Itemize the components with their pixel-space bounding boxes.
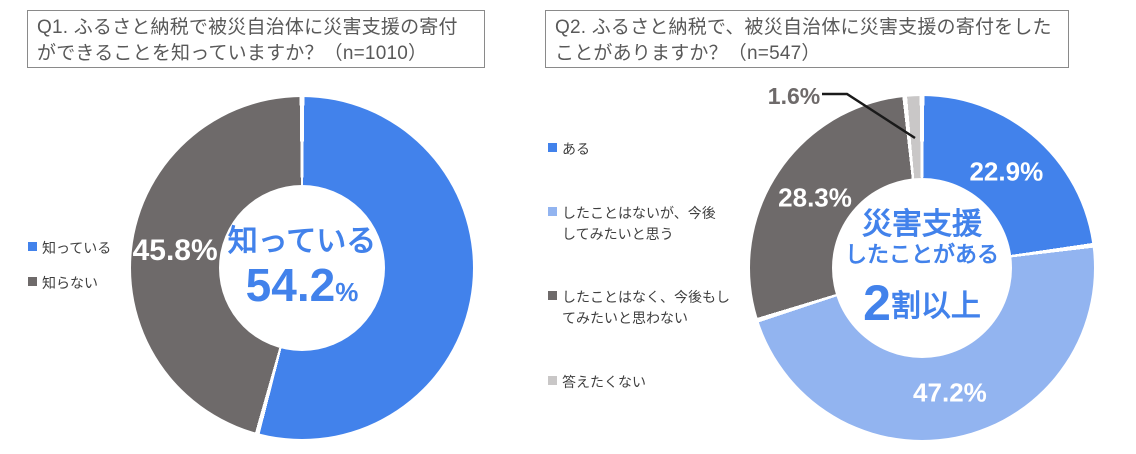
slice-percent-label: 22.9%	[969, 156, 1044, 187]
q1-legend: 知っている 知らない	[28, 238, 111, 294]
legend-swatch-icon	[548, 291, 557, 301]
legend-item: したことはなく、今後もし てみたいと思わない	[548, 287, 730, 329]
q1-center-value: 54.2%	[245, 258, 359, 311]
q1-donut-chart: 知っている 54.2%	[131, 97, 473, 439]
q2-callout-line-icon	[822, 92, 916, 140]
q2-center-label-line2: したことがある	[844, 242, 999, 268]
q2-callout-label: 1.6%	[767, 83, 821, 109]
legend-swatch-icon	[548, 206, 557, 216]
q1-title: Q1. ふるさと納税で被災自治体に災害支援の寄付ができることを知っていますか？（…	[37, 17, 458, 64]
slice-percent-label: 28.3%	[778, 182, 852, 213]
legend-label: 知らない	[42, 275, 98, 291]
slice-percent-label: 45.8%	[132, 234, 218, 268]
legend-swatch-icon	[548, 143, 557, 152]
legend-swatch-icon	[548, 375, 557, 385]
q2-donut-center: 災害支援 したことがある 2割以上	[832, 178, 1012, 358]
q2-title: Q2. ふるさと納税で、被災自治体に災害支援の寄付をしたことがありますか？（n=…	[555, 17, 1052, 64]
legend-item: 知っている	[28, 238, 111, 259]
legend-item: 知らない	[28, 273, 111, 294]
q2-center-label-line1: 災害支援	[862, 208, 982, 242]
q2-center-label-line3: 2割以上	[863, 274, 981, 331]
q1-donut-center: 知っている 54.2%	[219, 185, 385, 351]
q2-title-box: Q2. ふるさと納税で、被災自治体に災害支援の寄付をしたことがありますか？（n=…	[545, 10, 1069, 68]
legend-swatch-icon	[28, 242, 37, 251]
legend-label: 知っている	[42, 240, 112, 256]
legend-label: ある	[562, 141, 590, 157]
q1-title-box: Q1. ふるさと納税で被災自治体に災害支援の寄付ができることを知っていますか？（…	[27, 10, 485, 68]
q2-legend: あるしたことはないが、今後 してみたいと思う したことはなく、今後もし てみたいと…	[548, 139, 730, 393]
legend-label: したことはないが、今後 してみたいと思う	[562, 204, 716, 242]
legend-item: したことはないが、今後 してみたいと思う	[548, 203, 730, 245]
legend-item: 答えたくない	[548, 372, 730, 393]
legend-swatch-icon	[28, 277, 37, 286]
slice-percent-label: 47.2%	[913, 377, 987, 408]
legend-label: 答えたくない	[562, 373, 646, 390]
legend-label: したことはなく、今後もし てみたいと思わない	[562, 289, 730, 327]
q2-donut-chart: 災害支援 したことがある 2割以上	[750, 96, 1094, 440]
q1-center-label: 知っている	[227, 225, 377, 259]
legend-item: ある	[548, 139, 730, 160]
